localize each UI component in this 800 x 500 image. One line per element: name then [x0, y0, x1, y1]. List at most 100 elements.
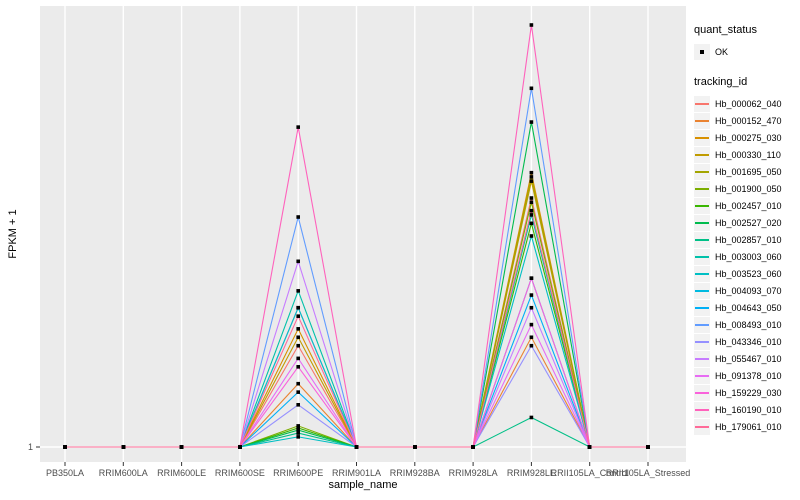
legend-item-label: Hb_002527_020: [715, 217, 782, 228]
data-point: [296, 305, 300, 310]
data-point: [529, 322, 534, 327]
data-point: [529, 305, 534, 310]
legend-title-tracking-id: tracking_id: [694, 76, 748, 88]
data-point: [296, 259, 300, 264]
data-point: [529, 213, 534, 217]
data-point: [529, 170, 534, 175]
legend-item: Hb_000330_110: [694, 146, 800, 163]
legend-line-key-icon: [694, 95, 710, 112]
legend-item-label: Hb_003523_060: [715, 268, 782, 279]
legend-item-label: Hb_008493_010: [715, 319, 782, 330]
legend-item: Hb_043346_010: [694, 333, 800, 350]
point-marker-icon: [694, 43, 710, 60]
data-point: [121, 445, 126, 449]
data-point: [296, 381, 300, 386]
legend-item: Hb_002457_010: [694, 197, 800, 214]
x-tick-label: RRII105LA_Control: [551, 468, 629, 478]
legend-item: Hb_160190_010: [694, 401, 800, 418]
legend-line-key-icon: [694, 299, 710, 316]
legend-line-key-icon: [694, 214, 710, 231]
x-tick-label: RRIM600PE: [273, 468, 323, 478]
legend-tracking-entries: Hb_000062_040 Hb_000152_470 Hb_000275_030 H…: [694, 95, 800, 435]
data-point: [529, 208, 534, 213]
legend-item-label: Hb_160190_010: [715, 404, 782, 415]
legend-item: Hb_000062_040: [694, 95, 800, 112]
x-tick-label: RRIM928BA: [390, 468, 440, 478]
data-point: [296, 428, 300, 432]
legend-item-label: Hb_003003_060: [715, 251, 782, 262]
legend-item: Hb_055467_010: [694, 350, 800, 367]
data-point: [296, 289, 300, 293]
legend-line-key-icon: [694, 418, 710, 435]
legend-item: Hb_179061_010: [694, 418, 800, 435]
legend-item: Hb_091378_010: [694, 367, 800, 384]
x-tick-label: RRIM928LA: [449, 468, 498, 478]
legend-item-label: Hb_001695_050: [715, 166, 782, 177]
x-tick-label: PB350LA: [46, 468, 84, 478]
legend-item: Hb_000152_470: [694, 112, 800, 129]
legend-line-key-icon: [694, 129, 710, 146]
y-axis-title: FPKM + 1: [7, 209, 19, 259]
data-point: [296, 424, 300, 428]
data-point: [529, 86, 534, 91]
data-point: [63, 445, 67, 449]
legend-line-key-icon: [694, 367, 710, 384]
data-point: [296, 335, 300, 340]
legend-item: Hb_002527_020: [694, 214, 800, 231]
data-point: [529, 335, 534, 340]
legend-item: Hb_004643_050: [694, 299, 800, 316]
data-point: [471, 445, 475, 449]
legend-line-key-icon: [694, 350, 710, 367]
data-point: [296, 426, 300, 430]
data-point: [296, 343, 300, 348]
legend-item-label: Hb_004643_050: [715, 302, 782, 313]
y-tick-label: 1: [28, 442, 33, 452]
legend-item: Hb_001695_050: [694, 163, 800, 180]
data-point: [238, 445, 242, 449]
data-point: [529, 343, 534, 348]
data-point: [296, 431, 300, 435]
legend-item-label: Hb_000152_470: [715, 115, 782, 126]
legend-item: Hb_003523_060: [694, 265, 800, 282]
data-point: [529, 293, 534, 297]
legend-line-key-icon: [694, 265, 710, 282]
x-axis-title: sample_name: [328, 479, 398, 491]
data-point: [296, 125, 300, 129]
data-point: [529, 221, 534, 226]
data-point: [529, 196, 534, 200]
legend: quant_status OK tracking_id Hb_000062_04…: [694, 24, 800, 435]
data-point: [296, 365, 300, 369]
legend-item: Hb_002857_010: [694, 231, 800, 248]
legend-item-label: Hb_004093_070: [715, 285, 782, 296]
legend-line-key-icon: [694, 333, 710, 350]
legend-item: Hb_004093_070: [694, 282, 800, 299]
x-tick-label: RRIM600LE: [157, 468, 206, 478]
x-tick-label: RRIM600SE: [215, 468, 265, 478]
data-point: [529, 175, 534, 179]
data-point: [529, 276, 534, 280]
legend-item-label: Hb_000062_040: [715, 98, 782, 109]
data-point: [529, 120, 534, 124]
data-point: [529, 200, 534, 205]
x-tick-label: RRIM600LA: [99, 468, 148, 478]
legend-line-key-icon: [694, 384, 710, 401]
legend-line-key-icon: [694, 248, 710, 265]
x-tick-label: RRII105LA_Stressed: [606, 468, 690, 478]
data-point: [296, 403, 300, 407]
legend-item-label: Hb_002857_010: [715, 234, 782, 245]
data-point: [296, 327, 300, 331]
legend-item-label: Hb_002457_010: [715, 200, 782, 211]
data-point: [296, 215, 300, 219]
data-point: [296, 390, 300, 394]
legend-item-label: Hb_000275_030: [715, 132, 782, 143]
data-point: [296, 314, 300, 318]
legend-item-label: Hb_159229_030: [715, 387, 782, 398]
legend-item-ok: OK: [694, 43, 800, 60]
legend-line-key-icon: [694, 112, 710, 129]
legend-line-key-icon: [694, 282, 710, 299]
data-point: [529, 179, 534, 183]
legend-item: Hb_159229_030: [694, 384, 800, 401]
legend-item-label: Hb_179061_010: [715, 421, 782, 432]
legend-item-label: Hb_000330_110: [715, 149, 781, 160]
